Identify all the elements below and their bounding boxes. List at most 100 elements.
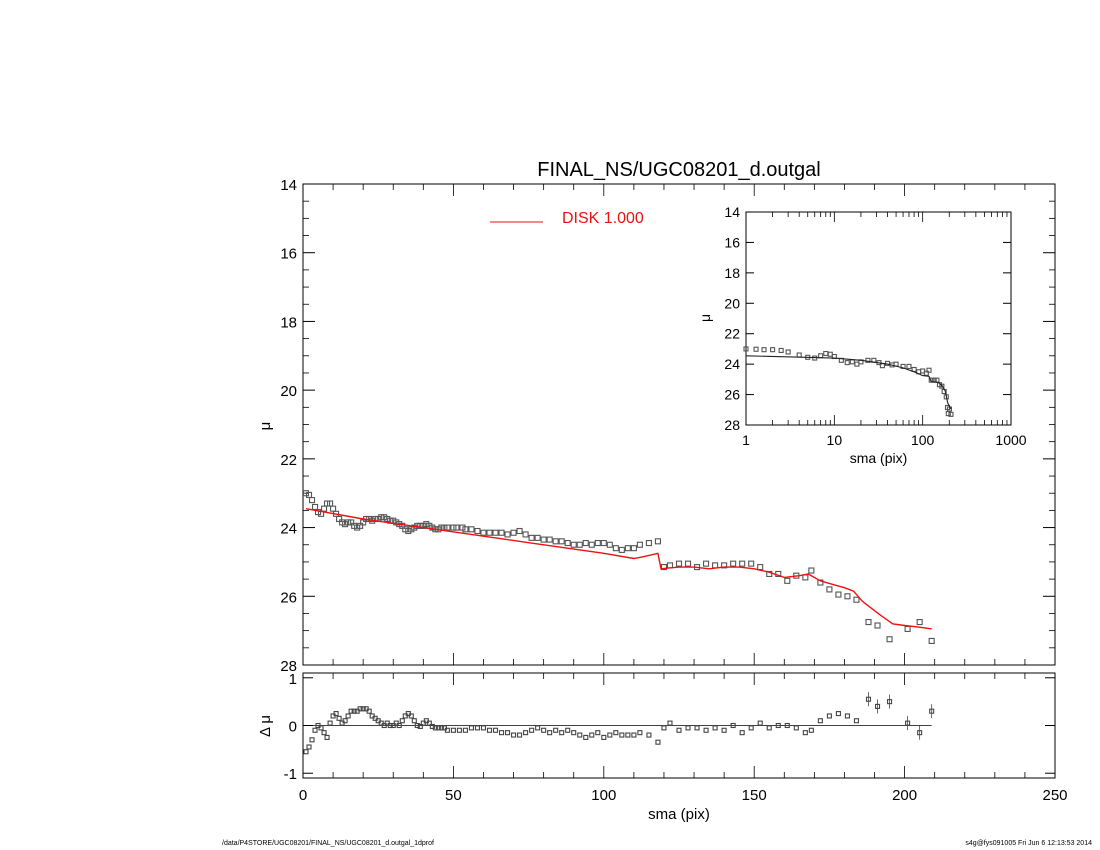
main-panel: FINAL_NS/UGC08201_d.outgal μ 14 16 18 20 22 24 2… [257,159,1056,675]
main-data-point [462,526,469,533]
main-data-point [582,539,589,547]
residual-data-point [583,734,589,740]
residual-data-point [712,725,718,731]
legend-disk-label: DISK 1.000 [562,210,644,227]
inset-data-point [753,346,759,352]
inset-y-tick-label: 26 [724,387,740,403]
main-data-point [516,527,523,535]
x-tick-label: 100 [591,787,616,804]
main-data-point [558,538,565,545]
residual-data-point [559,730,565,736]
residual-data-point [429,723,435,730]
main-data-point [630,545,637,552]
residual-data-point [817,718,823,724]
inset-x-tick-label: 1 [742,432,750,448]
residual-data-point [450,727,456,733]
residual-data-point [676,727,682,733]
main-data-point [928,637,935,645]
residual-data-point [661,725,667,731]
main-data-point [474,527,481,535]
main-data-point [654,538,661,545]
residual-data-point [571,730,577,736]
inset-x-tick-label: 10 [827,432,843,448]
main-data-point [712,562,719,569]
main-y-tick-label: 20 [280,383,297,400]
main-data-point [835,591,842,598]
residual-data-point [748,725,754,731]
residual-data-point [607,732,613,738]
main-data-point [453,524,460,531]
inset-data-point [945,411,951,417]
main-data-point [660,564,668,571]
residual-data-point [523,730,529,736]
chart-title: FINAL_NS/UGC08201_d.outgal [537,159,821,181]
residual-data-point [808,727,814,733]
residual-data-point [345,713,351,719]
residual-y-axis-label: Δ μ [257,715,274,737]
main-data-point [684,560,692,567]
main-y-tick-label: 24 [280,521,297,538]
main-data-point [886,636,893,643]
main-data-point [486,529,493,536]
residual-data-point [408,713,414,719]
residual-data-point [342,718,348,724]
residual-data-point [387,722,393,729]
main-data-point [730,560,737,567]
x-axis-label: sma (pix) [648,806,710,823]
main-data-point [321,505,328,512]
main-data-point [510,529,517,536]
inset-data-point [743,346,749,352]
inset-data-point [948,411,954,417]
inset-y-tick-label: 16 [724,234,740,250]
residual-data-point [306,744,312,750]
residual-data-point [456,727,462,733]
x-tick-label: 200 [892,787,917,804]
residual-data-point [589,732,595,738]
main-data-point [703,560,710,567]
residual-data-point [480,725,487,731]
main-data-point [865,619,872,626]
residual-data-point [865,696,872,702]
residual-data-point [835,711,841,717]
residual-data-point [577,732,583,738]
x-tick-label: 50 [445,787,462,804]
residual-data-point [784,722,790,729]
residual-data-point [601,734,607,740]
main-data-point [784,577,791,584]
residual-data-point [486,727,493,733]
residual-y-tick-label: 0 [289,719,297,736]
residual-data-point [492,727,499,733]
main-data-point [308,497,316,504]
residual-data-point [565,727,571,733]
residual-data-point [655,739,661,745]
main-data-point [522,531,529,538]
residual-data-point [793,725,799,731]
residual-data-point [905,720,911,726]
inset-data-point [844,360,850,366]
main-data-point [564,539,571,547]
main-data-point [766,570,773,578]
residual-data-point [853,718,860,724]
residual-data-point [360,706,366,712]
main-y-tick-label: 16 [280,246,297,263]
residual-data-point [887,699,893,705]
residual-data-point [511,732,517,738]
residual-data-point [357,706,363,712]
inset-data-point [778,347,784,354]
main-data-point [853,596,860,603]
main-data-point [618,546,625,553]
inset-y-tick-label: 20 [724,295,740,311]
residual-data-point [312,727,318,733]
residual-data-point [426,720,432,726]
inset-panel: 14 16 18 20 22 24 26 281 10 100 1000 sma (pix) μ [697,204,1027,466]
main-data-point [576,541,583,548]
main-data-point [504,531,511,538]
main-data-point [636,541,643,548]
residual-data-point [468,725,474,731]
residual-data-point [625,732,631,738]
main-data-point [311,503,319,511]
residual-data-point [703,727,709,733]
main-data-point [721,562,728,569]
main-data-point [444,524,451,531]
